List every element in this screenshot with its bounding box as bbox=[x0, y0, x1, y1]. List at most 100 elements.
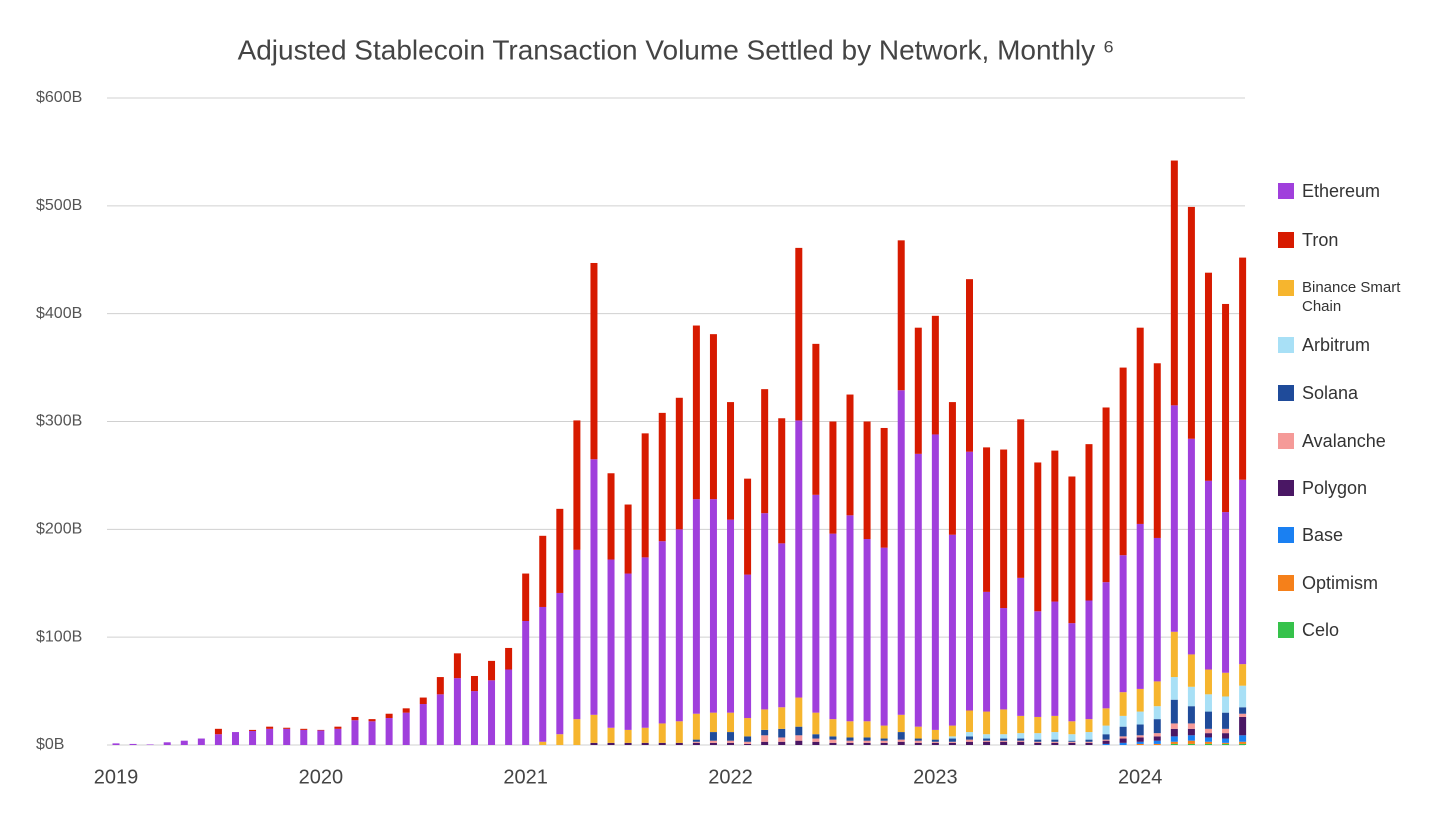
bar-segment bbox=[727, 742, 735, 745]
bar-segment bbox=[948, 738, 956, 742]
bar-segment bbox=[300, 728, 308, 730]
bar-segment bbox=[539, 606, 547, 742]
bar-segment bbox=[846, 394, 854, 516]
bar-segment bbox=[863, 539, 871, 722]
bar-segment bbox=[607, 559, 615, 728]
bar-segment bbox=[812, 712, 820, 735]
bar-segment bbox=[1034, 739, 1042, 742]
bar-segment bbox=[1085, 600, 1093, 720]
bar-segment bbox=[1102, 740, 1110, 744]
bar-segment bbox=[300, 729, 308, 745]
bar-segment bbox=[778, 728, 786, 738]
bar-segment bbox=[812, 494, 820, 713]
legend-swatch bbox=[1278, 433, 1294, 449]
legend-label: Base bbox=[1302, 525, 1344, 545]
bar-segment bbox=[983, 711, 991, 735]
bar-segment bbox=[1187, 743, 1195, 745]
bar-segment bbox=[1051, 739, 1059, 742]
bar-segment bbox=[1170, 405, 1178, 632]
legend-label: Solana bbox=[1302, 383, 1359, 403]
legend-label: Ethereum bbox=[1302, 181, 1381, 201]
bar-segment bbox=[1136, 327, 1144, 524]
bar-segment bbox=[266, 728, 274, 745]
bar-segment bbox=[948, 736, 956, 739]
bar-segment bbox=[1068, 740, 1076, 742]
bar-segment bbox=[795, 735, 803, 741]
bar-segment bbox=[675, 397, 683, 530]
legend-item: Arbitrum bbox=[1278, 335, 1422, 355]
bar-segment bbox=[334, 726, 342, 729]
bar-segment bbox=[1204, 728, 1212, 734]
bar-segment bbox=[1068, 734, 1076, 741]
bar-segment bbox=[880, 725, 888, 739]
bar-segment bbox=[931, 315, 939, 435]
bar-segment bbox=[692, 713, 700, 740]
bar-segment bbox=[1034, 741, 1042, 743]
y-tick-label: $300B bbox=[36, 413, 82, 430]
bar-segment bbox=[1170, 741, 1178, 744]
bar-segment bbox=[1153, 681, 1161, 707]
bar-segment bbox=[709, 334, 717, 500]
bar-segment bbox=[863, 740, 871, 743]
x-tick-label: 2021 bbox=[503, 766, 548, 788]
bar-segment bbox=[761, 389, 769, 514]
bar-segment bbox=[1119, 692, 1127, 716]
bar-segment bbox=[829, 421, 837, 534]
bar-segment bbox=[846, 742, 854, 745]
legend-swatch bbox=[1278, 622, 1294, 638]
bar-segment bbox=[1000, 608, 1008, 710]
bar-segment bbox=[897, 714, 905, 733]
bar-segment bbox=[590, 742, 598, 745]
bar-segment bbox=[778, 543, 786, 708]
bar-segment bbox=[863, 742, 871, 745]
bar-segment bbox=[436, 694, 444, 745]
bar-segment bbox=[1187, 686, 1195, 707]
bar-segment bbox=[1136, 711, 1144, 725]
bar-segment bbox=[402, 708, 410, 713]
bar-segment bbox=[727, 712, 735, 733]
bar-segment bbox=[1153, 743, 1161, 745]
bar-segment bbox=[1017, 733, 1025, 739]
bar-segment bbox=[1068, 741, 1076, 743]
bar-segment bbox=[368, 719, 376, 722]
bar-segment bbox=[1000, 449, 1008, 609]
bar-segment bbox=[1017, 740, 1025, 742]
bar-segment bbox=[1102, 582, 1110, 709]
legend-swatch bbox=[1278, 575, 1294, 591]
bar-segment bbox=[607, 742, 615, 745]
bar-segment bbox=[709, 742, 717, 745]
y-tick-label: $500B bbox=[36, 197, 82, 214]
bar-segment bbox=[1136, 737, 1144, 742]
bar-segment bbox=[880, 547, 888, 726]
bar-segment bbox=[966, 732, 973, 737]
bar-segment bbox=[846, 740, 854, 743]
bar-segment bbox=[1136, 688, 1144, 712]
bar-segment bbox=[983, 591, 991, 712]
bar-segment bbox=[966, 739, 973, 742]
bar-segment bbox=[675, 721, 683, 743]
bar-segment bbox=[1222, 303, 1230, 513]
bar-segment bbox=[1204, 737, 1212, 742]
bar-segment bbox=[539, 741, 547, 745]
bar-segment bbox=[846, 737, 854, 741]
bar-segment bbox=[1222, 733, 1230, 739]
bar-segment bbox=[590, 262, 598, 460]
bar-segment bbox=[812, 343, 820, 495]
legend-label: Polygon bbox=[1302, 478, 1368, 498]
bar-segment bbox=[1170, 736, 1178, 742]
bar-segment bbox=[1136, 724, 1144, 736]
bar-segment bbox=[880, 738, 888, 741]
legend-swatch bbox=[1278, 480, 1294, 496]
bar-segment bbox=[761, 741, 769, 745]
bar-segment bbox=[1170, 723, 1178, 729]
bar-segment bbox=[488, 680, 496, 745]
bar-segment bbox=[1034, 716, 1042, 734]
bar-segment bbox=[948, 742, 956, 745]
bar-segment bbox=[727, 740, 735, 743]
bar-segment bbox=[1017, 741, 1025, 745]
bar-segment bbox=[317, 729, 325, 731]
bar-segment bbox=[505, 669, 513, 745]
bar-segment bbox=[914, 327, 922, 454]
bar-segment bbox=[795, 420, 803, 698]
